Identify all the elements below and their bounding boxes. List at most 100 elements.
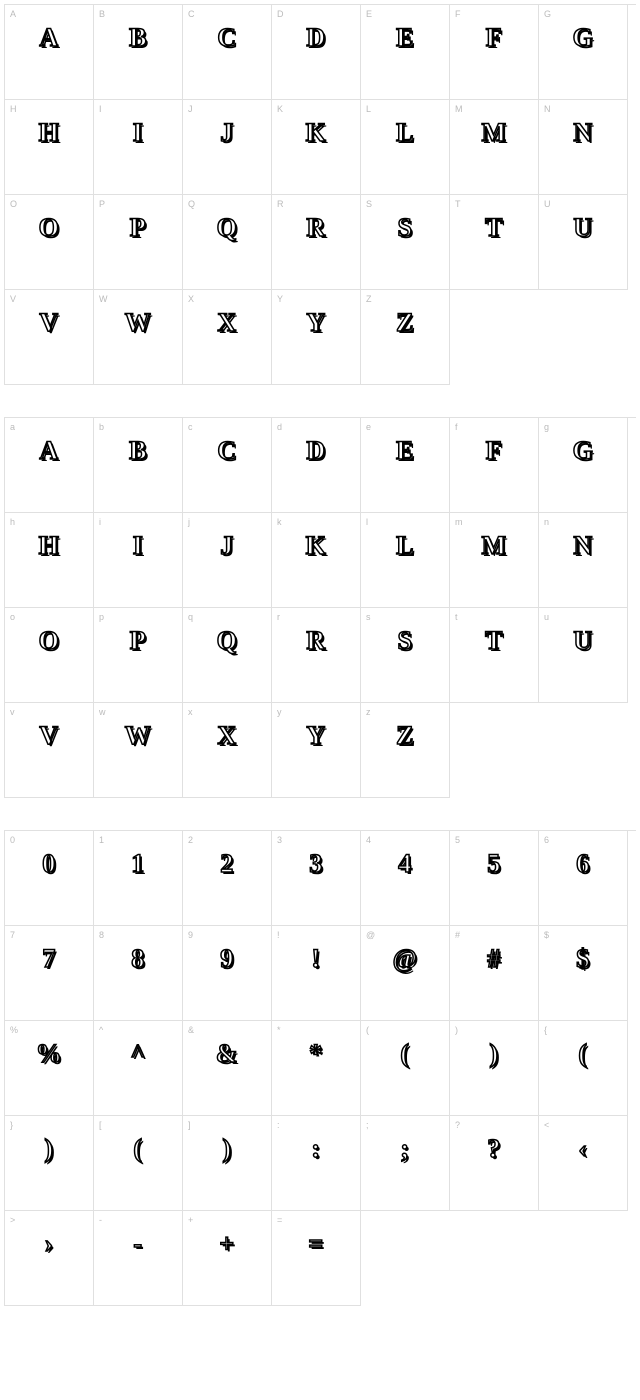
cell-glyph: Q <box>183 213 271 243</box>
cell-label: { <box>544 1025 547 1035</box>
glyph-cell: QQ <box>183 195 272 290</box>
glyph-cell: ** <box>272 1021 361 1116</box>
glyph-cell: 66 <box>539 831 628 926</box>
glyph-cell: BB <box>94 5 183 100</box>
glyph-cell: ;; <box>361 1116 450 1211</box>
glyph-cell: >› <box>5 1211 94 1306</box>
cell-label: # <box>455 930 460 940</box>
cell-label: C <box>188 9 195 19</box>
glyph-cell: aA <box>5 418 94 513</box>
glyph-cell: 99 <box>183 926 272 1021</box>
glyph-cell: lL <box>361 513 450 608</box>
cell-glyph: R <box>272 626 360 656</box>
cell-glyph: S <box>361 213 449 243</box>
cell-label: R <box>277 199 284 209</box>
cell-glyph: D <box>272 436 360 466</box>
glyph-cell: ^^ <box>94 1021 183 1116</box>
cell-glyph: X <box>183 308 271 338</box>
cell-glyph: # <box>450 944 538 974</box>
cell-glyph: U <box>539 213 627 243</box>
cell-label: ! <box>277 930 280 940</box>
cell-glyph: Q <box>183 626 271 656</box>
cell-label: i <box>99 517 101 527</box>
glyph-cell: RR <box>272 195 361 290</box>
glyph-cell: ++ <box>183 1211 272 1306</box>
cell-glyph: ) <box>5 1134 93 1164</box>
cell-glyph: S <box>361 626 449 656</box>
glyph-cell: 88 <box>94 926 183 1021</box>
cell-label: n <box>544 517 549 527</box>
glyph-cell: VV <box>5 290 94 385</box>
cell-label: m <box>455 517 463 527</box>
glyph-cell: YY <box>272 290 361 385</box>
cell-glyph: 2 <box>183 849 271 879</box>
glyph-cell: vV <box>5 703 94 798</box>
cell-label: M <box>455 104 463 114</box>
glyph-cell: eE <box>361 418 450 513</box>
cell-glyph: O <box>5 213 93 243</box>
cell-glyph: B <box>94 436 182 466</box>
cell-glyph: V <box>5 721 93 751</box>
cell-label: G <box>544 9 551 19</box>
glyph-cell: SS <box>361 195 450 290</box>
cell-glyph: 3 <box>272 849 360 879</box>
cell-label: q <box>188 612 193 622</box>
glyph-cell: pP <box>94 608 183 703</box>
cell-label: j <box>188 517 190 527</box>
glyph-cell: ]) <box>183 1116 272 1211</box>
cell-label: ) <box>455 1025 458 1035</box>
cell-label: k <box>277 517 282 527</box>
glyph-cell: %% <box>5 1021 94 1116</box>
cell-glyph: 6 <box>539 849 627 879</box>
glyph-cell: qQ <box>183 608 272 703</box>
empty-cell <box>539 290 628 385</box>
cell-glyph: ( <box>94 1134 182 1164</box>
glyph-cell: XX <box>183 290 272 385</box>
glyph-cell: nN <box>539 513 628 608</box>
cell-glyph: : <box>272 1134 360 1164</box>
empty-cell <box>361 1211 450 1306</box>
cell-label: @ <box>366 930 375 940</box>
cell-glyph: ( <box>539 1039 627 1069</box>
glyph-cell: ## <box>450 926 539 1021</box>
cell-label: 3 <box>277 835 282 845</box>
cell-glyph: 1 <box>94 849 182 879</box>
cell-label: F <box>455 9 461 19</box>
cell-label: H <box>10 104 17 114</box>
glyph-cell: ZZ <box>361 290 450 385</box>
cell-glyph: D <box>272 23 360 53</box>
cell-glyph: K <box>272 531 360 561</box>
cell-label: A <box>10 9 16 19</box>
cell-label: < <box>544 1120 549 1130</box>
cell-glyph: C <box>183 436 271 466</box>
cell-glyph: H <box>5 118 93 148</box>
empty-cell <box>539 703 628 798</box>
cell-glyph: M <box>450 531 538 561</box>
cell-glyph: C <box>183 23 271 53</box>
cell-label: W <box>99 294 108 304</box>
cell-glyph: K <box>272 118 360 148</box>
glyph-cell: -- <box>94 1211 183 1306</box>
cell-label: p <box>99 612 104 622</box>
cell-glyph: + <box>183 1229 271 1259</box>
cell-label: z <box>366 707 371 717</box>
cell-label: s <box>366 612 371 622</box>
glyph-cell: WW <box>94 290 183 385</box>
cell-glyph: - <box>94 1229 182 1259</box>
glyph-cell: 22 <box>183 831 272 926</box>
glyph-cell: {( <box>539 1021 628 1116</box>
cell-glyph: › <box>5 1229 93 1259</box>
cell-glyph: O <box>5 626 93 656</box>
glyph-cell: gG <box>539 418 628 513</box>
cell-glyph: E <box>361 436 449 466</box>
cell-label: ] <box>188 1120 191 1130</box>
glyph-cell: mM <box>450 513 539 608</box>
cell-glyph: A <box>5 23 93 53</box>
glyph-cell: 44 <box>361 831 450 926</box>
cell-glyph: T <box>450 626 538 656</box>
cell-label: 5 <box>455 835 460 845</box>
cell-label: D <box>277 9 284 19</box>
cell-label: Q <box>188 199 195 209</box>
glyph-cell: :: <box>272 1116 361 1211</box>
cell-glyph: & <box>183 1039 271 1069</box>
